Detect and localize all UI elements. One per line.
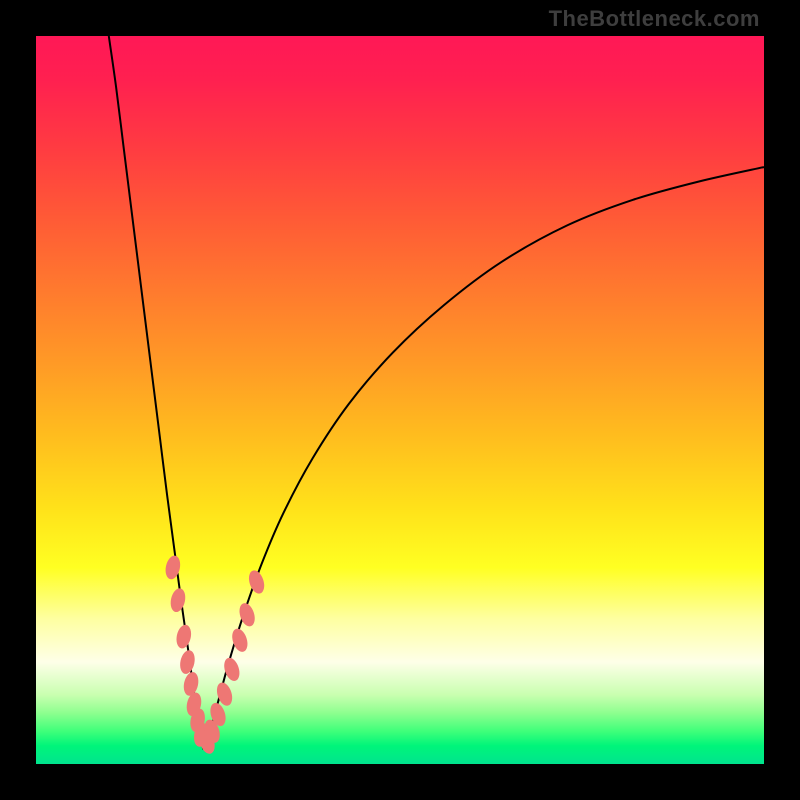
chart-canvas (36, 36, 764, 764)
gradient-background (36, 36, 764, 764)
watermark-text: TheBottleneck.com (549, 6, 760, 32)
